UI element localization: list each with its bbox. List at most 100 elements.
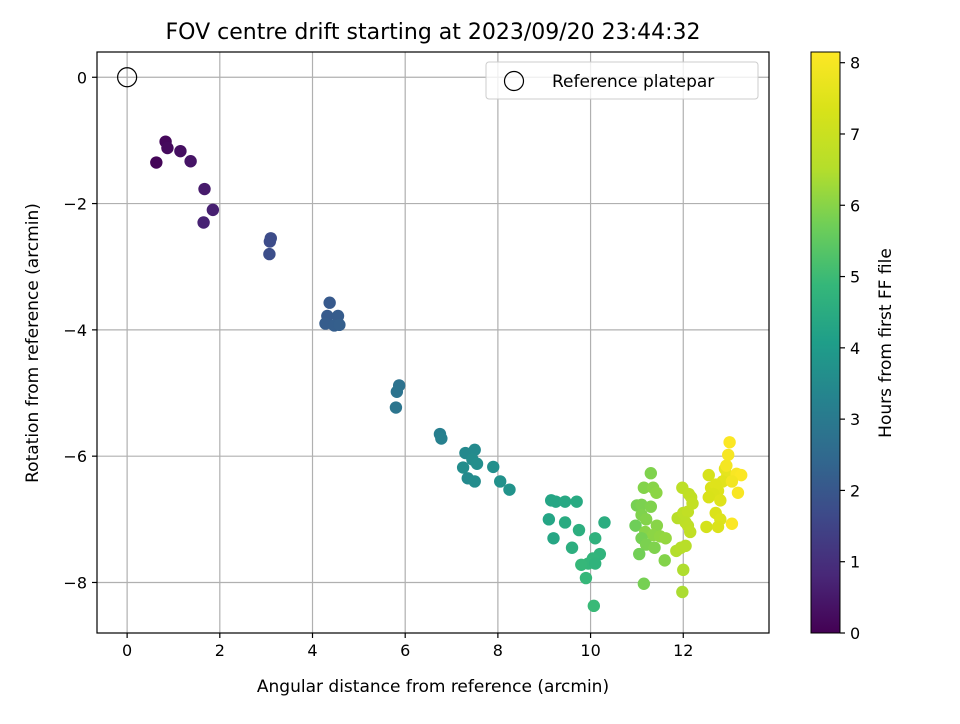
data-point [725,475,739,488]
data-point [635,498,648,512]
data-point [650,486,663,500]
data-point [676,585,689,599]
data-point [637,481,651,494]
reference-marker [117,67,138,88]
data-point [723,436,736,449]
y-tick-label: −2 [63,195,87,214]
colorbar-tick-label: 4 [850,339,860,358]
colorbar-tick-label: 0 [850,624,860,643]
colorbar-tick-label: 6 [850,196,860,215]
data-point [542,513,556,526]
data-point [587,599,601,613]
data-point [589,532,602,545]
data-point [468,443,481,457]
data-point [731,486,745,500]
data-point [686,497,699,510]
data-point [494,475,507,488]
colorbar-tick-label: 2 [850,481,860,500]
colorbar-tick-label: 8 [850,54,860,73]
data-point [644,467,658,480]
grid-lines [97,52,769,633]
data-point [197,216,210,229]
x-tick-label: 2 [215,641,225,660]
y-tick-label: −6 [63,447,87,466]
data-point [558,495,572,508]
data-point [637,577,651,590]
colorbar-tick-label: 7 [850,125,860,144]
colorbar-tick-label: 1 [850,553,860,572]
colorbar: 0 1 2 3 4 5 6 7 8 Hours from first FF file [810,51,896,643]
data-point [589,557,602,570]
data-point [470,457,484,470]
data-point [633,547,646,561]
data-point [650,519,664,532]
legend-marker-circle [503,70,525,92]
data-point [734,468,748,482]
data-point [549,495,563,508]
data-point [677,563,690,577]
data-point [572,523,586,537]
data-point [150,156,163,169]
data-point [700,520,713,534]
data-point [644,500,658,513]
x-tick-label: 12 [673,641,693,660]
data-point [629,519,642,532]
data-point [570,495,583,508]
data-point [725,517,739,530]
x-tick-label: 10 [580,641,600,660]
data-point [648,541,661,554]
data-point [206,203,220,217]
data-point [579,571,593,585]
data-point [679,539,692,553]
legend-label: Reference platepar [552,72,714,92]
data-point [702,468,715,482]
x-tick-label: 0 [122,641,132,660]
data-point [547,532,560,545]
data-point [198,182,211,196]
y-axis-ticks: 0 −2 −4 −6 −8 [63,68,97,592]
data-point [174,144,187,158]
data-point [263,247,276,261]
y-tick-label: −4 [63,321,87,340]
data-point [487,460,500,474]
colorbar-tick-label: 5 [850,268,860,287]
y-tick-label: −8 [63,573,87,592]
x-tick-label: 4 [307,641,317,660]
data-point [659,532,672,545]
colorbar-tick-label: 3 [850,410,860,429]
data-point [333,318,346,332]
data-point [184,155,197,168]
data-point [456,461,470,474]
data-point [468,475,481,488]
data-point [639,513,653,526]
data-point [575,558,588,571]
data-point [714,494,727,507]
data-point [323,296,336,309]
data-point [565,541,579,554]
data-point [263,235,277,248]
data-point [503,483,516,496]
data-point [390,385,404,398]
data-point [711,520,725,534]
chart-title: FOV centre drift starting at 2023/09/20 … [166,20,701,45]
plot-frame [96,51,770,634]
legend-box [485,61,759,100]
data-point [702,491,715,504]
x-axis-ticks: 0 2 4 6 8 10 12 [122,633,693,660]
x-tick-label: 8 [493,641,503,660]
data-points [150,135,748,613]
data-point [658,554,671,567]
data-point [709,478,722,491]
reference-marker-group [117,67,138,88]
x-tick-label: 6 [400,641,410,660]
data-point [684,525,697,539]
y-tick-label: 0 [77,68,87,87]
colorbar-label: Hours from first FF file [876,248,896,438]
data-point [435,432,448,445]
colorbar-gradient [810,51,841,634]
x-axis-label: Angular distance from reference (arcmin) [257,677,609,697]
data-point [161,141,174,155]
data-point [720,459,733,472]
data-point [598,516,611,529]
